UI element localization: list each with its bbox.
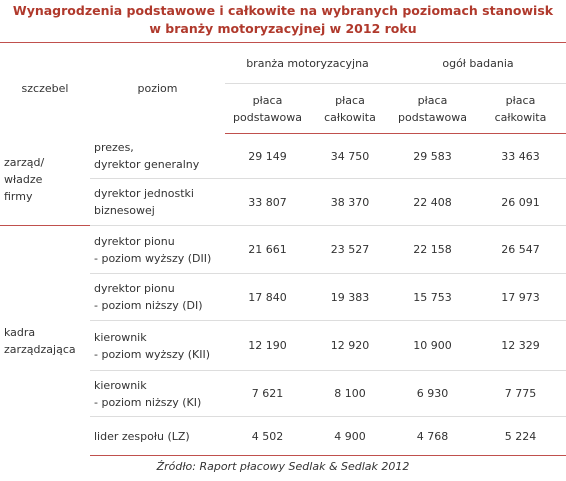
- position-cell: kierownik - poziom niższy (KI): [90, 370, 225, 417]
- value-cell: 5 224: [475, 416, 566, 456]
- table-row: kadra zarządzająca dyrektor pionu - pozio…: [0, 225, 566, 456]
- header-group: branża motoryzacyjna: [225, 42, 390, 84]
- level-cell: kadra zarządzająca: [0, 225, 90, 456]
- value-cell: 12 920: [310, 320, 390, 371]
- value-cell: 12 190: [225, 320, 310, 371]
- position-cell: dyrektor pionu - poziom niższy (DI): [90, 273, 225, 321]
- position-cell: dyrektor jednostki biznesowej: [90, 178, 225, 226]
- value-cell: 23 527: [310, 225, 390, 274]
- table-row: zarząd/ władze firmy prezes, dyrektor gen…: [0, 133, 566, 203]
- source: Źródło: Raport płacowy Sedlak & Sedlak 2…: [156, 460, 410, 473]
- position-cell: dyrektor pionu - poziom wyższy (DII): [90, 225, 225, 274]
- table-row: dyrektor pionu - poziom niższy (DI) 17 84…: [0, 273, 566, 321]
- value-cell: 26 547: [475, 225, 566, 274]
- value-cell: 19 383: [310, 273, 390, 321]
- position-cell: prezes, dyrektor generalny: [90, 133, 225, 179]
- header-cell: poziom: [137, 81, 178, 95]
- subheader-cell: płaca podstawowa: [225, 83, 310, 134]
- value-cell: 34 750: [310, 133, 390, 179]
- value-cell: 7 621: [225, 370, 310, 417]
- subheader-cell: płaca całkowita: [310, 83, 390, 134]
- value-cell: 6 930: [390, 370, 475, 417]
- table-row: kierownik - poziom wyższy (KII) 12 190 12 …: [0, 320, 566, 371]
- value-cell: 17 840: [225, 273, 310, 321]
- salary-table: szczebel poziom branża motoryzacyjna ogó…: [0, 42, 566, 456]
- value-cell: 29 583: [390, 133, 475, 179]
- table-body: szczebel poziom branża motoryzacyjna ogó…: [0, 42, 566, 456]
- value-cell: 8 100: [310, 370, 390, 417]
- header-row: szczebel poziom branża motoryzacyjna ogó…: [0, 42, 566, 95]
- value-cell: 10 900: [390, 320, 475, 371]
- value-cell: 17 973: [475, 273, 566, 321]
- value-cell: 38 370: [310, 178, 390, 226]
- table-row: lider zespołu (LZ) 4 502 4 900 4 768 5 224: [0, 416, 566, 456]
- header-group: ogół badania: [390, 42, 566, 84]
- value-cell: 21 661: [225, 225, 310, 274]
- value-cell: 29 149: [225, 133, 310, 179]
- title: Wynagrodzenia podstawowe i całkowite na …: [0, 2, 566, 38]
- value-cell: 4 768: [390, 416, 475, 456]
- position-cell: kierownik - poziom wyższy (KII): [90, 320, 225, 371]
- value-cell: 22 158: [390, 225, 475, 274]
- subheader-cell: płaca podstawowa: [390, 83, 475, 134]
- title-line: w branży motoryzacyjnej w 2012 roku: [149, 21, 417, 36]
- value-cell: 15 753: [390, 273, 475, 321]
- table-row: kierownik - poziom niższy (KI) 7 621 8 100…: [0, 370, 566, 417]
- value-cell: 22 408: [390, 178, 475, 226]
- position-cell: lider zespołu (LZ): [90, 416, 225, 456]
- value-cell: 33 463: [475, 133, 566, 179]
- subheader-cell: płaca całkowita: [475, 83, 566, 134]
- value-cell: 4 900: [310, 416, 390, 456]
- header-cell: szczebel: [21, 81, 69, 95]
- value-cell: 7 775: [475, 370, 566, 417]
- level-cell: zarząd/ władze firmy: [4, 155, 45, 203]
- title-line: Wynagrodzenia podstawowe i całkowite na …: [12, 3, 554, 18]
- table-row: dyrektor jednostki biznesowej 33 807 38 37…: [0, 178, 566, 226]
- value-cell: 12 329: [475, 320, 566, 371]
- value-cell: 26 091: [475, 178, 566, 226]
- value-cell: 4 502: [225, 416, 310, 456]
- subheader-row: płaca podstawowa płaca całkowita płaca p…: [0, 83, 566, 134]
- value-cell: 33 807: [225, 178, 310, 226]
